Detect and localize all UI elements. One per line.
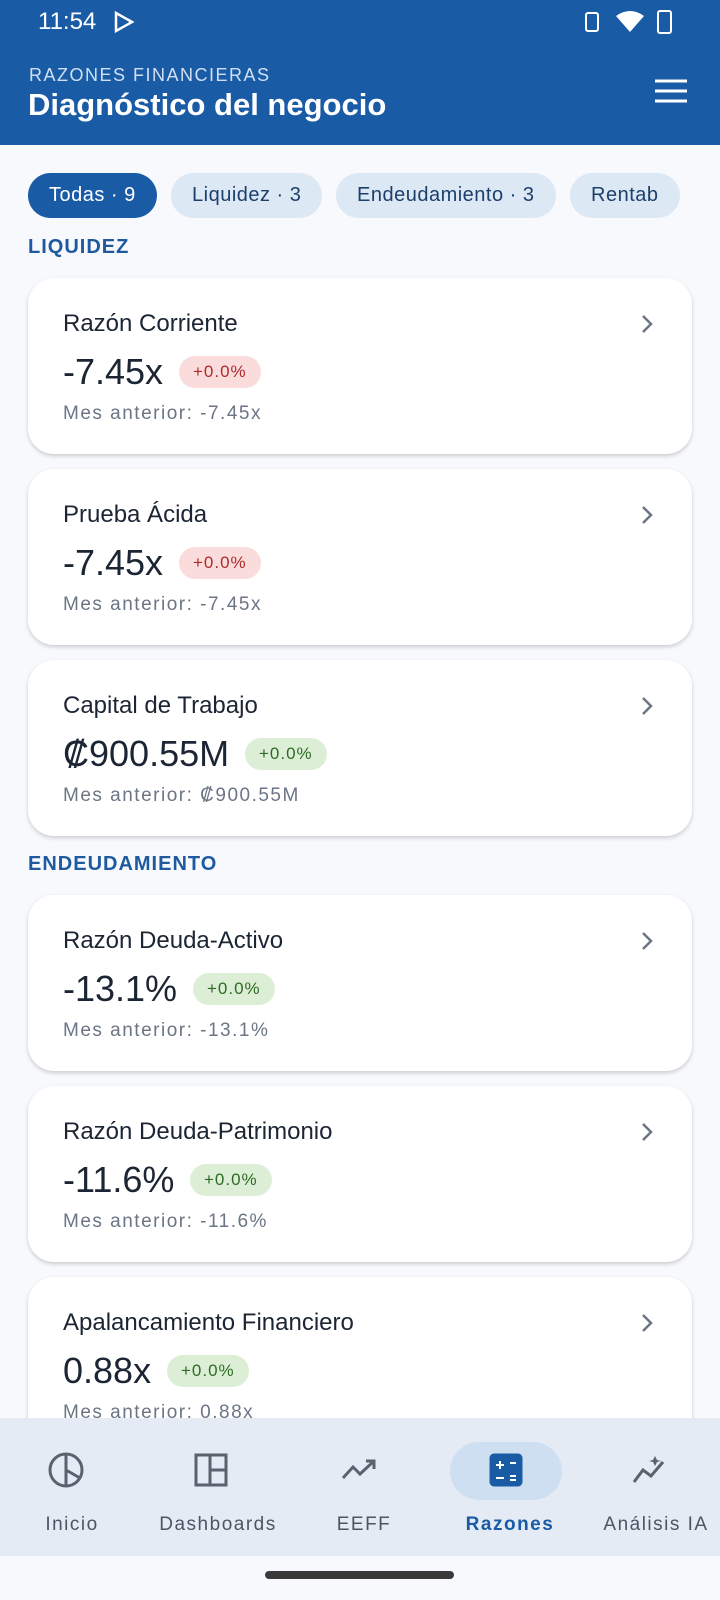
ratio-card[interactable]: Apalancamiento Financiero 0.88x +0.0% Mes a… xyxy=(28,1277,692,1418)
section-title: LIQUIDEZ xyxy=(28,236,130,258)
ratio-card[interactable]: Capital de Trabajo ₡900.55M +0.0% Mes anter… xyxy=(28,660,692,836)
ratio-name: Capital de Trabajo xyxy=(63,692,258,719)
change-badge: +0.0% xyxy=(245,738,327,770)
chevron xyxy=(642,1314,653,1332)
nav-item[interactable]: EEFF xyxy=(336,1514,392,1535)
section-title: ENDEUDAMIENTO xyxy=(28,853,218,875)
ratio-name: Razón Deuda-Activo xyxy=(63,927,284,954)
change-badge: +0.0% xyxy=(179,356,261,388)
ratio-card[interactable]: Razón Corriente -7.45x +0.0% Mes anterior: … xyxy=(28,278,692,454)
filter-chip[interactable]: Rentab xyxy=(570,173,680,218)
filter-chip[interactable]: Todas · 9 xyxy=(28,173,157,218)
chevron xyxy=(642,697,653,715)
status-icons xyxy=(585,10,672,34)
ratio-card[interactable]: Razón Deuda-Patrimonio -11.6% +0.0% Mes ant… xyxy=(28,1086,692,1262)
content: LIQUIDEZ Razón Corriente -7.45x +0.0% Mes an… xyxy=(28,236,692,1418)
ratio-name: Apalancamiento Financiero xyxy=(63,1309,354,1336)
status-time: 11:54 xyxy=(38,8,97,35)
ratio-value: -13.1% xyxy=(63,968,178,1009)
change-badge: +0.0% xyxy=(193,973,275,1005)
nav-icons xyxy=(48,1452,665,1488)
previous-value: Mes anterior: -13.1% xyxy=(63,1020,270,1041)
ratio-value: 0.88x xyxy=(63,1350,152,1391)
ratio-name: Prueba Ácida xyxy=(63,501,208,528)
filter-row: Todas · 9 Liquidez · 3 Endeudamiento · 3 Re… xyxy=(0,0,692,240)
change-badge: +0.0% xyxy=(179,547,261,579)
nav-item[interactable]: Análisis IA xyxy=(603,1514,709,1535)
previous-value: Mes anterior: -7.45x xyxy=(63,594,262,615)
nav-item[interactable]: Razones xyxy=(465,1514,555,1535)
menu-button[interactable] xyxy=(654,78,688,104)
chevron xyxy=(642,506,653,524)
previous-value: Mes anterior: ₡900.55M xyxy=(63,785,300,806)
nav-item[interactable]: Inicio xyxy=(45,1514,99,1535)
chevron xyxy=(642,932,653,950)
filter-chip[interactable]: Liquidez · 3 xyxy=(171,173,323,218)
filter-chip[interactable]: Endeudamiento · 3 xyxy=(336,173,556,218)
ratio-value: ₡900.55M xyxy=(63,733,230,774)
previous-value: Mes anterior: -11.6% xyxy=(63,1211,268,1232)
overline: RAZONES FINANCIERAS xyxy=(29,65,271,85)
nav-item[interactable]: Dashboards xyxy=(159,1514,277,1535)
chevron xyxy=(642,1123,653,1141)
previous-value: Mes anterior: 0.88x xyxy=(63,1402,255,1418)
bottom-nav: Inicio Dashboards EEFF Razones Análisis IA xyxy=(0,1418,720,1556)
app-bar: 11:54 RAZONES FINANCIERAS Diagnóstico de… xyxy=(0,0,720,145)
ratio-value: -7.45x xyxy=(63,351,164,392)
ratio-value: -11.6% xyxy=(63,1159,175,1200)
change-badge: +0.0% xyxy=(167,1355,249,1387)
previous-value: Mes anterior: -7.45x xyxy=(63,403,262,424)
ratio-card[interactable]: Prueba Ácida -7.45x +0.0% Mes anterior: -7.… xyxy=(28,469,692,645)
chevron xyxy=(642,315,653,333)
ratio-name: Razón Corriente xyxy=(63,310,238,337)
change-badge: +0.0% xyxy=(190,1164,272,1196)
ratio-name: Razón Deuda-Patrimonio xyxy=(63,1118,333,1145)
home-indicator xyxy=(265,1571,454,1579)
page-title: Diagnóstico del negocio xyxy=(28,87,387,122)
ratio-card[interactable]: Razón Deuda-Activo -13.1% +0.0% Mes anterio… xyxy=(28,895,692,1071)
play-icon xyxy=(114,10,135,34)
ratio-value: -7.45x xyxy=(63,542,164,583)
